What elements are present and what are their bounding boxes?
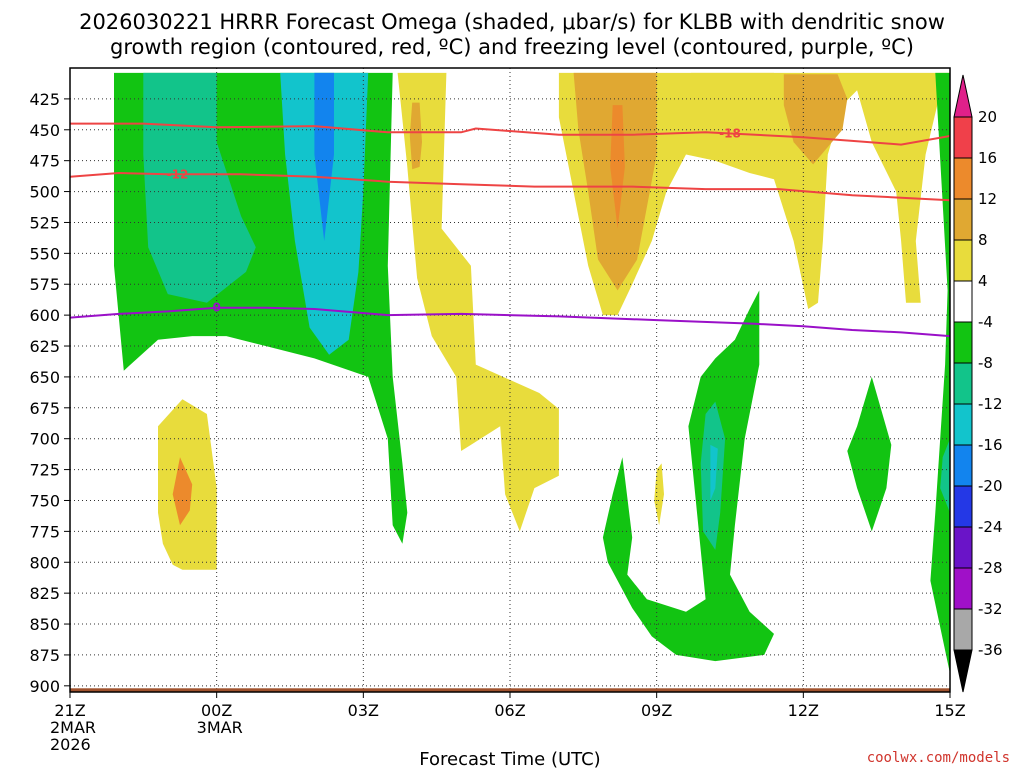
colorbar-tick-label: -16 [978,436,1003,454]
colorbar-bin [953,608,973,651]
colorbar-top-arrow [953,74,973,118]
colorbar-bin [953,239,973,282]
dgz-minus-18-line [70,122,950,146]
colorbar-tick-label: 12 [978,190,997,208]
colorbar-bin [953,321,973,364]
y-tick-label: 450 [29,121,60,140]
x-axis-label: Forecast Time (UTC) [419,749,600,768]
colorbar-bin [953,280,973,323]
source-credit: coolwx.com/models [867,750,1010,766]
omega-region-14 [602,290,774,662]
y-tick-label: 675 [29,399,60,418]
y-tick-label: 650 [29,368,60,387]
colorbar-tick-label: -36 [978,641,1003,659]
colorbar-tick-label: -12 [978,395,1003,413]
y-tick-label: 900 [29,677,60,696]
omega-region-17 [847,376,892,532]
x-tick-date: 2MAR [50,718,96,737]
freezing-level-line [70,306,950,338]
colorbar-tick-label: 20 [978,108,997,126]
y-tick-label: 875 [29,646,60,665]
omega-region-4 [397,72,559,532]
y-tick-label: 750 [29,491,60,510]
omega-region-3 [314,72,334,242]
x-tick-label: 06Z [494,701,525,720]
omega-region-13 [654,463,664,526]
colorbar-tick-label: 4 [978,272,988,290]
colorbar-tick-label: 8 [978,231,988,249]
colorbar-tick-label: -20 [978,477,1003,495]
colorbar: 20 16 12 8 4 -4 -8 -12 -16 -20 -24 -28 -32 -36 [953,74,1003,693]
y-tick-label: 550 [29,244,60,263]
colorbar-bin [953,567,973,610]
colorbar-tick-label: -28 [978,559,1003,577]
y-tick-label: 825 [29,584,60,603]
colorbar-tick-label: 16 [978,149,997,167]
colorbar-bin [953,403,973,446]
x-tick-label: 15Z [934,701,965,720]
x-tick-label: 12Z [788,701,819,720]
omega-region-19 [940,438,950,513]
y-tick-label: 700 [29,430,60,449]
y-tick-label: 850 [29,615,60,634]
y-tick-label: 500 [29,183,60,202]
omega-region-6 [690,72,774,161]
colorbar-tick-label: -24 [978,518,1003,536]
omega-region-10 [409,102,422,170]
y-tick-label: 525 [29,213,60,232]
dgz-minus-12-line [70,171,950,202]
terrain-strip [70,688,950,692]
colorbar-tick-label: -8 [978,354,993,372]
plot-area: -18 -12 0 [69,67,951,693]
omega-region-1 [143,72,256,303]
chart-title-line1: 2026030221 HRRR Forecast Omega (shaded, … [79,10,945,34]
chart-title-line2: growth region (contoured, red, ºC) and f… [110,35,914,59]
y-tick-label: 625 [29,337,60,356]
x-tick-label: 00Z [201,701,232,720]
x-tick-label: 03Z [348,701,379,720]
colorbar-bin [953,116,973,159]
x-tick-date: 3MAR [197,718,243,737]
omega-region-18 [930,72,950,674]
colorbar-bin [953,362,973,405]
colorbar-bottom-arrow [953,649,973,693]
omega-region-12 [172,457,193,526]
contour-label: -18 [719,126,741,140]
omega-region-16 [710,444,718,501]
y-tick-label: 800 [29,553,60,572]
colorbar-tick-label: -32 [978,600,1003,618]
colorbar-bin [953,157,973,200]
y-tick-label: 475 [29,152,60,171]
colorbar-bin [953,444,973,487]
colorbar-bin [953,485,973,528]
y-tick-label: 725 [29,461,60,480]
y-tick-label: 600 [29,306,60,325]
omega-region-8 [783,74,848,165]
colorbar-bin [953,198,973,241]
omega-region-9 [610,105,625,229]
x-tick-label: 09Z [641,701,672,720]
y-tick-label: 425 [29,90,60,109]
y-tick-label: 575 [29,275,60,294]
colorbar-bin [953,526,973,569]
contour-label: 0 [212,301,220,315]
x-tick-year: 2026 [50,735,91,754]
colorbar-tick-label: -4 [978,313,993,331]
contour-label: -12 [167,167,189,181]
y-tick-label: 775 [29,522,60,541]
x-tick-label: 21Z [54,701,85,720]
